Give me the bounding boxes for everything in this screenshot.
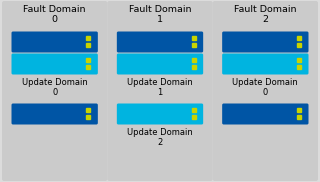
FancyBboxPatch shape: [107, 1, 213, 181]
FancyBboxPatch shape: [213, 1, 318, 181]
FancyBboxPatch shape: [117, 104, 203, 124]
Text: Update Domain
0: Update Domain 0: [22, 78, 88, 97]
Text: Update Domain
0: Update Domain 0: [232, 78, 298, 97]
FancyBboxPatch shape: [117, 31, 203, 52]
FancyBboxPatch shape: [222, 104, 308, 124]
FancyBboxPatch shape: [222, 54, 308, 74]
FancyBboxPatch shape: [12, 104, 98, 124]
FancyBboxPatch shape: [12, 54, 98, 74]
FancyBboxPatch shape: [12, 31, 98, 52]
Text: Fault Domain
2: Fault Domain 2: [234, 5, 297, 24]
FancyBboxPatch shape: [222, 31, 308, 52]
Text: Update Domain
2: Update Domain 2: [127, 128, 193, 147]
Text: Fault Domain
1: Fault Domain 1: [129, 5, 191, 24]
Text: Update Domain
1: Update Domain 1: [127, 78, 193, 97]
FancyBboxPatch shape: [117, 54, 203, 74]
Text: Fault Domain
0: Fault Domain 0: [23, 5, 86, 24]
FancyBboxPatch shape: [2, 1, 107, 181]
